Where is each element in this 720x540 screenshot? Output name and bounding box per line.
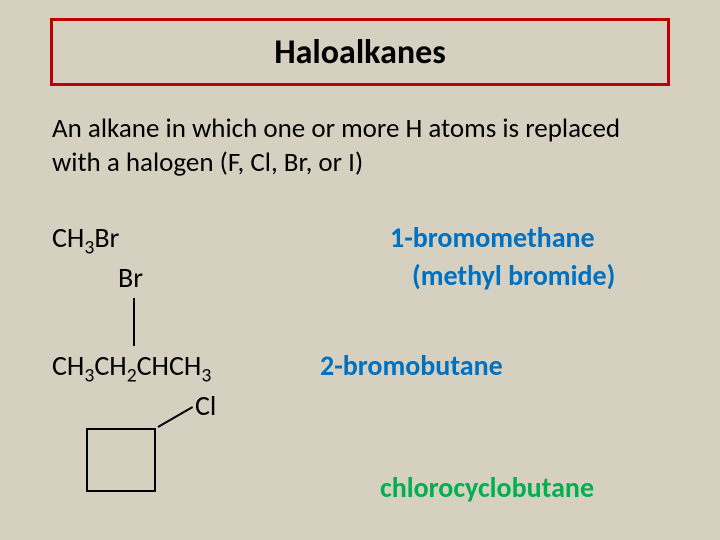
name-methyl-bromide: (methyl bromide) bbox=[412, 258, 615, 293]
formula-sub: 3 bbox=[201, 364, 211, 388]
bond-line-cl bbox=[158, 406, 194, 428]
formula-part: Br bbox=[94, 220, 119, 255]
br-substituent-label: Br bbox=[118, 260, 143, 295]
page-title: Haloalkanes bbox=[274, 32, 446, 73]
formula-bromobutane: CH3CH2CHCH3 bbox=[52, 348, 211, 388]
formula-sub: 3 bbox=[84, 236, 94, 260]
formula-sub: 3 bbox=[84, 364, 94, 388]
name-bromobutane: 2-bromobutane bbox=[320, 348, 503, 383]
formula-part: CH bbox=[94, 348, 126, 383]
formula-part: CHCH bbox=[137, 348, 202, 383]
formula-bromomethane: CH3Br bbox=[52, 220, 119, 260]
cyclobutane-ring bbox=[86, 428, 156, 492]
formula-part: CH bbox=[52, 348, 84, 383]
definition-text: An alkane in which one or more H atoms i… bbox=[52, 112, 672, 180]
formula-sub: 2 bbox=[127, 364, 137, 388]
name-bromomethane: 1-bromomethane bbox=[390, 220, 595, 255]
name-chlorocyclobutane: chlorocyclobutane bbox=[380, 470, 594, 505]
cl-substituent-label: Cl bbox=[195, 388, 216, 423]
formula-part: CH bbox=[52, 220, 84, 255]
bond-line-br bbox=[133, 298, 135, 346]
title-box: Haloalkanes bbox=[50, 18, 670, 86]
